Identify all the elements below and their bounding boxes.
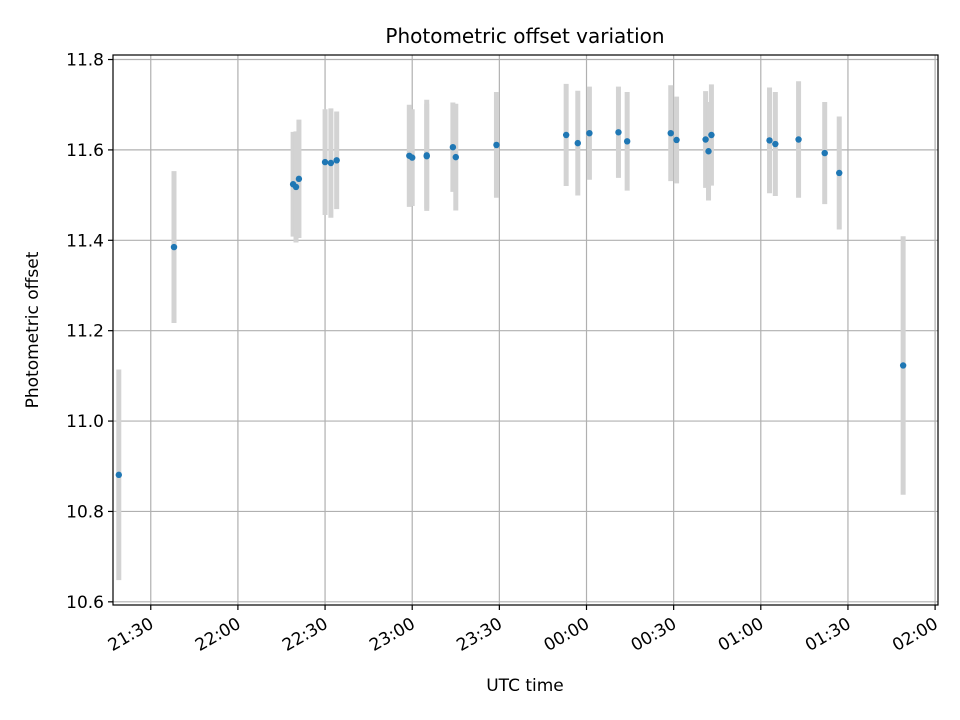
chart-title: Photometric offset variation [385, 24, 664, 48]
y-tick-label: 11.2 [66, 322, 104, 342]
data-point [772, 140, 779, 148]
data-point [115, 471, 123, 479]
data-point [899, 362, 907, 369]
y-tick-label: 10.6 [66, 593, 104, 613]
data-point [795, 136, 802, 143]
data-point [409, 154, 416, 161]
data-point [327, 159, 335, 167]
data-point [673, 136, 680, 144]
data-point [452, 153, 459, 161]
data-point [702, 136, 709, 143]
data-point [615, 129, 622, 136]
data-point [574, 139, 581, 147]
data-point [170, 243, 178, 251]
data-point [821, 149, 828, 157]
grid-layer [113, 55, 938, 605]
data-point [321, 158, 329, 166]
data-point [766, 137, 773, 144]
point-layer [115, 129, 907, 479]
data-point [836, 169, 843, 177]
y-tick-label: 10.8 [66, 502, 104, 522]
data-point [667, 129, 674, 137]
y-tick-label: 11.8 [66, 51, 104, 71]
data-point [333, 157, 340, 164]
data-point [449, 143, 457, 151]
y-axis-title: Photometric offset [23, 251, 43, 408]
data-point [562, 131, 570, 139]
data-point [423, 153, 430, 160]
data-point [493, 141, 500, 149]
data-point [295, 175, 303, 183]
data-point [708, 131, 715, 139]
data-point [705, 148, 712, 155]
y-tick-label: 11.6 [66, 141, 104, 161]
x-axis-title: UTC time [486, 676, 564, 696]
plot-frame [112, 54, 939, 606]
y-tick-label: 11.0 [66, 412, 104, 432]
data-point [586, 129, 593, 137]
data-point [292, 183, 300, 191]
data-point [623, 138, 631, 145]
y-tick-label: 11.4 [66, 231, 104, 251]
